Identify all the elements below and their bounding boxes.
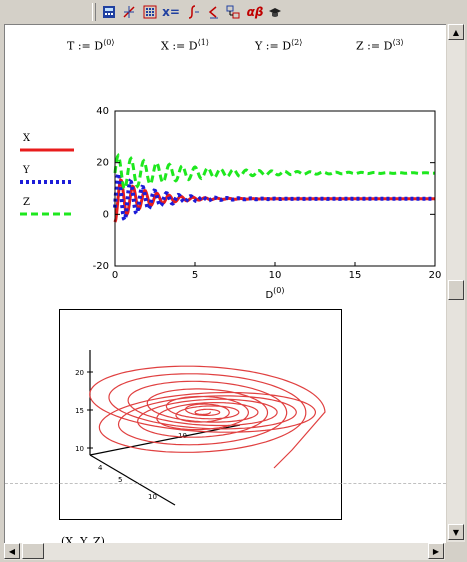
horizontal-scrollbar[interactable]: ◀ ▶ — [4, 543, 445, 560]
vertical-scroll-thumb[interactable] — [448, 280, 464, 300]
calculus-icon[interactable] — [184, 3, 202, 21]
x-tick-label: 15 — [349, 270, 362, 281]
x-tick-label: 20 — [429, 270, 442, 281]
page-break-line — [5, 483, 446, 484]
plot-legend: X Y Z — [19, 133, 79, 223]
math-toolbar: x= αβ — [0, 0, 467, 24]
definition-t[interactable]: T := D⟨0⟩ — [67, 38, 115, 53]
plot3d-caption: (X, Y, Z) — [61, 535, 105, 543]
legend-label-z: Z — [23, 197, 30, 208]
programming-icon[interactable] — [224, 3, 242, 21]
legend-label-y: Y — [23, 165, 30, 176]
definition-y[interactable]: Y := D⟨2⟩ — [255, 38, 303, 53]
scroll-down-button[interactable]: ▼ — [448, 524, 464, 540]
definition-z[interactable]: Z := D⟨3⟩ — [356, 38, 404, 53]
evaluation-icon[interactable]: x= — [162, 5, 180, 19]
z-tick-label: 15 — [75, 407, 84, 415]
worksheet[interactable]: T := D⟨0⟩ X := D⟨1⟩ Y := D⟨2⟩ Z := D⟨3⟩ … — [4, 24, 446, 543]
y-tick-label: 10 — [178, 432, 187, 440]
legend-line-z — [20, 212, 74, 216]
scroll-up-button[interactable]: ▲ — [448, 24, 464, 40]
y-tick-label: 20 — [96, 158, 109, 169]
y-axis — [89, 424, 241, 456]
scroll-left-button[interactable]: ◀ — [4, 543, 20, 559]
horizontal-scroll-thumb[interactable] — [22, 543, 44, 559]
x-tick-label: 5 — [118, 476, 122, 484]
x-tick-label: 5 — [192, 270, 198, 281]
scroll-right-button[interactable]: ▶ — [428, 543, 444, 559]
greek-icon[interactable]: αβ — [246, 5, 264, 19]
scroll-corner — [447, 543, 465, 560]
y-tick-label: 0 — [103, 209, 109, 220]
x-tick-label: 10 — [269, 270, 282, 281]
x-tick-label: 4 — [98, 464, 103, 472]
series-line-x — [113, 177, 435, 223]
legend-label-x: X — [23, 133, 31, 144]
vertical-scrollbar[interactable]: ▲ ▼ — [447, 24, 465, 542]
series-line-z — [113, 152, 436, 192]
x-axis — [89, 454, 176, 506]
plot-frame — [114, 110, 436, 267]
graph-icon[interactable] — [120, 3, 138, 21]
definition-x[interactable]: X := D⟨1⟩ — [161, 38, 209, 53]
x-tick-label: 0 — [112, 270, 118, 281]
trajectory-curve — [89, 365, 326, 469]
calculator-icon[interactable] — [100, 3, 118, 21]
toolbar-grip[interactable] — [92, 3, 96, 21]
x-tick-label: 10 — [148, 493, 157, 501]
y-tick-label: -20 — [93, 261, 109, 272]
surface-plot-3d[interactable]: 20 15 10 4 5 10 10 — [59, 309, 342, 520]
z-tick-label: 20 — [75, 369, 84, 377]
legend-line-x — [20, 148, 74, 152]
series-line-y — [113, 170, 435, 225]
y-tick-label: 40 — [96, 106, 109, 117]
z-tick-label: 10 — [75, 445, 84, 453]
matrix-icon[interactable] — [141, 3, 159, 21]
boolean-icon[interactable] — [204, 3, 222, 21]
symbolic-icon[interactable] — [266, 3, 284, 21]
x-axis-label: D(0) — [265, 286, 284, 301]
legend-line-y — [20, 180, 74, 184]
